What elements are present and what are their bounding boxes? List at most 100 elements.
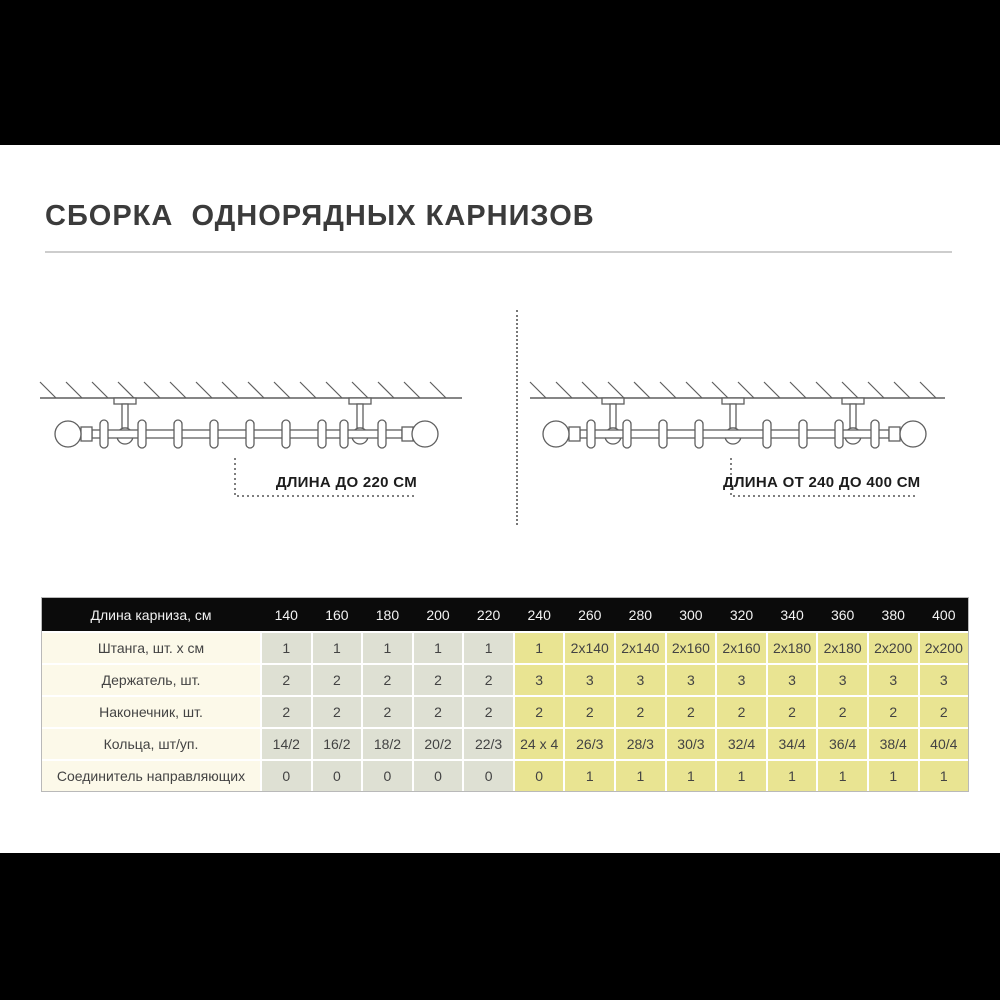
value-cell: 2x200 xyxy=(919,633,969,663)
value-cell: 2x160 xyxy=(717,633,766,663)
value-cell: 2 xyxy=(919,697,969,727)
table-row: Соединитель направляющих 0 0 0 0 0 0 1 1 1 1 1 1 1 1 xyxy=(42,761,969,791)
bottom-black-bar xyxy=(0,853,1000,1000)
value-cell: 2 xyxy=(616,697,665,727)
value-cell: 0 xyxy=(514,761,564,791)
curtain-ring xyxy=(658,419,668,449)
curtain-ring xyxy=(281,419,291,449)
finial-ball xyxy=(899,420,927,448)
column-header-400: 400 xyxy=(932,606,956,623)
value-cell: 18/2 xyxy=(363,729,412,759)
curtain-ring xyxy=(209,419,219,449)
value-cell: 1 xyxy=(262,633,311,663)
value-cell: 2x200 xyxy=(868,633,918,663)
column-header-380: 380 xyxy=(881,606,905,623)
value-cell: 0 xyxy=(464,761,513,791)
value-cell: 1 xyxy=(919,761,969,791)
value-cell: 2 xyxy=(666,697,716,727)
value-cell: 3 xyxy=(616,665,665,695)
value-cell: 0 xyxy=(262,761,311,791)
diagram-divider-dotted-line xyxy=(516,310,518,525)
table-row: Наконечник, шт. 2 2 2 2 2 2 2 2 2 2 2 2 2 2 xyxy=(42,697,969,727)
value-cell: 2x140 xyxy=(616,633,665,663)
value-cell: 1 xyxy=(767,761,817,791)
curtain-ring xyxy=(586,419,596,449)
value-cell: 2 xyxy=(413,665,463,695)
finial-ball xyxy=(411,420,439,448)
length-header-label: Длина карниза, см xyxy=(90,606,212,623)
value-cell: 0 xyxy=(312,761,362,791)
value-cell: 2x180 xyxy=(818,633,867,663)
value-cell: 1 xyxy=(616,761,665,791)
rod-diagram-long xyxy=(529,381,945,497)
value-cell: 2 xyxy=(312,697,362,727)
curtain-ring xyxy=(694,419,704,449)
curtain-ring xyxy=(137,419,147,449)
row-label: Наконечник, шт. xyxy=(42,697,260,727)
row-label: Соединитель направляющих xyxy=(42,761,260,791)
curtain-ring xyxy=(377,419,387,449)
value-cell: 16/2 xyxy=(312,729,362,759)
curtain-ring xyxy=(762,419,772,449)
spec-table: Длина карниза, см 140 160 180 200 220 240 260 28… xyxy=(41,597,969,792)
value-cell: 2 xyxy=(464,697,513,727)
value-cell: 3 xyxy=(919,665,969,695)
column-header-300: 300 xyxy=(679,606,703,623)
value-cell: 40/4 xyxy=(919,729,969,759)
value-cell: 26/3 xyxy=(565,729,615,759)
value-cell: 3 xyxy=(818,665,867,695)
curtain-ring xyxy=(99,419,109,449)
value-cell: 36/4 xyxy=(818,729,867,759)
value-cell: 2 xyxy=(818,697,867,727)
value-cell: 3 xyxy=(717,665,766,695)
value-cell: 2 xyxy=(363,665,412,695)
ceiling-hatching xyxy=(529,381,937,399)
column-header-180: 180 xyxy=(375,606,400,623)
column-header-160: 160 xyxy=(325,606,349,623)
value-cell: 2 xyxy=(514,697,564,727)
title-divider xyxy=(45,251,952,253)
value-cell: 0 xyxy=(363,761,412,791)
finial-ball xyxy=(542,420,570,448)
finial-ball xyxy=(54,420,82,448)
value-cell: 1 xyxy=(818,761,867,791)
top-black-bar xyxy=(0,0,1000,145)
page-title: СБОРКА ОДНОРЯДНЫХ КАРНИЗОВ xyxy=(45,200,595,232)
value-cell: 1 xyxy=(666,761,716,791)
row-label: Штанга, шт. x см xyxy=(42,633,260,663)
curtain-ring xyxy=(245,419,255,449)
value-cell: 38/4 xyxy=(868,729,918,759)
value-cell: 34/4 xyxy=(767,729,817,759)
curtain-ring xyxy=(870,419,880,449)
value-cell: 1 xyxy=(363,633,412,663)
value-cell: 3 xyxy=(666,665,716,695)
value-cell: 2 xyxy=(868,697,918,727)
column-header-360: 360 xyxy=(830,606,855,623)
column-header-260: 260 xyxy=(578,606,602,623)
value-cell: 2 xyxy=(767,697,817,727)
value-cell: 3 xyxy=(767,665,817,695)
value-cell: 2 xyxy=(363,697,412,727)
table-row: Штанга, шт. x см 1 1 1 1 1 1 2x140 2x140 2x160 2x1… xyxy=(42,633,969,663)
value-cell: 1 xyxy=(565,761,615,791)
curtain-ring xyxy=(339,419,349,449)
value-cell: 1 xyxy=(413,633,463,663)
value-cell: 1 xyxy=(464,633,513,663)
dimension-lines xyxy=(730,458,915,497)
value-cell: 3 xyxy=(868,665,918,695)
value-cell: 2 xyxy=(717,697,766,727)
value-cell: 24 x 4 xyxy=(514,729,564,759)
curtain-ring xyxy=(798,419,808,449)
value-cell: 22/3 xyxy=(464,729,513,759)
long-rod-length-label: ДЛИНА ОТ 240 ДО 400 СМ xyxy=(723,474,921,491)
value-cell: 2 xyxy=(312,665,362,695)
curtain-ring xyxy=(834,419,844,449)
value-cell: 2 xyxy=(413,697,463,727)
value-cell: 1 xyxy=(514,633,564,663)
column-header-200: 200 xyxy=(426,606,450,623)
rod-diagram-short xyxy=(39,381,462,497)
value-cell: 2x140 xyxy=(565,633,615,663)
column-header-340: 340 xyxy=(780,606,804,623)
column-header-140: 140 xyxy=(274,606,298,623)
